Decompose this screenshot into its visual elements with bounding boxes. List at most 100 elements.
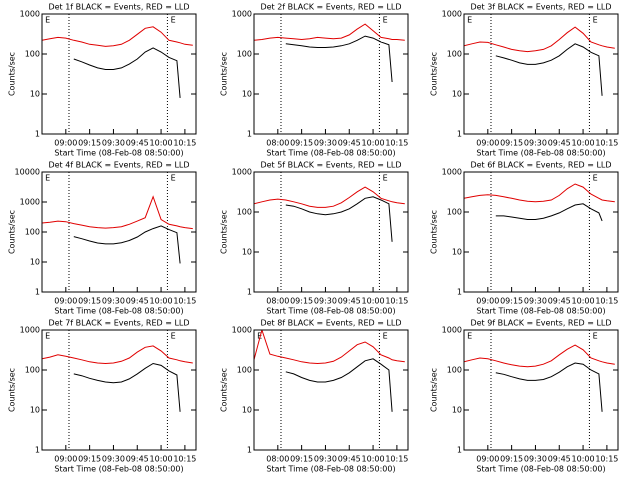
y-tick-label: 10000 (15, 168, 40, 177)
series-line (42, 26, 193, 47)
annotation: E (593, 174, 598, 183)
x-tick-label: 10:15 (595, 297, 618, 306)
x-tick-label: 09:30 (314, 297, 337, 306)
series-line (254, 186, 405, 208)
series-line (254, 330, 405, 365)
x-tick-label: 09:45 (126, 297, 149, 306)
x-tick-label: 09:00 (54, 139, 77, 148)
annotation: E (467, 332, 472, 341)
annotation: E (383, 174, 388, 183)
plot-frame (41, 329, 197, 451)
x-tick-label: 09:15 (500, 455, 523, 464)
chart-title: Det 2f BLACK = Events, RED = LLD (260, 3, 401, 12)
y-tick-label: 1 (457, 288, 462, 297)
x-tick-label: 09:15 (500, 139, 523, 148)
chart-title: Det 4f BLACK = Events, RED = LLD (48, 161, 189, 170)
y-tick-label: 1000 (442, 10, 462, 19)
series-line (495, 362, 603, 412)
x-tick-label: 10:15 (173, 297, 196, 306)
annotation: E (257, 332, 262, 341)
y-axis-label: Counts/sec (430, 52, 439, 96)
y-tick-label: 1000 (20, 326, 40, 335)
x-tick-label: 10:15 (595, 455, 618, 464)
y-tick-label: 100 (25, 50, 40, 59)
x-tick-label: 09:15 (290, 139, 313, 148)
y-axis-label: Counts/sec (220, 210, 229, 254)
y-tick-label: 1000 (442, 168, 462, 177)
x-tick-label: 09:15 (78, 139, 101, 148)
x-axis-label: Start Time (08-Feb-08 08:50:00) (266, 307, 395, 316)
y-tick-label: 1 (247, 446, 252, 455)
x-tick-label: 09:15 (78, 455, 101, 464)
series-line (495, 43, 603, 96)
annotation: E (467, 16, 472, 25)
y-tick-label: 10 (242, 248, 252, 257)
annotation: E (593, 332, 598, 341)
x-tick-label: 09:30 (314, 455, 337, 464)
chart-title: Det 9f BLACK = Events, RED = LLD (470, 319, 611, 328)
x-axis-label: Start Time (08-Feb-08 08:50:00) (266, 465, 395, 474)
chart-title: Det 8f BLACK = Events, RED = LLD (260, 319, 401, 328)
y-tick-label: 100 (237, 366, 252, 375)
x-tick-label: 09:00 (54, 455, 77, 464)
chart-title: Det 6f BLACK = Events, RED = LLD (470, 161, 611, 170)
y-tick-label: 100 (447, 366, 462, 375)
x-tick-label: 08:00 (266, 297, 289, 306)
x-axis-label: Start Time (08-Feb-08 08:50:00) (476, 149, 605, 158)
y-tick-label: 10 (30, 406, 40, 415)
y-tick-label: 100 (25, 228, 40, 237)
series-line (285, 358, 393, 412)
y-tick-label: 1 (457, 446, 462, 455)
series-line (42, 345, 193, 365)
x-tick-label: 08:00 (266, 455, 289, 464)
y-tick-label: 1000 (20, 10, 40, 19)
x-tick-label: 10:00 (150, 297, 173, 306)
y-tick-label: 1 (457, 130, 462, 139)
y-tick-label: 1 (247, 288, 252, 297)
series-line (73, 47, 181, 98)
y-tick-label: 10 (452, 90, 462, 99)
series-line (73, 362, 181, 412)
plot-frame (253, 171, 409, 293)
x-tick-label: 09:45 (338, 139, 361, 148)
x-tick-label: 10:15 (595, 139, 618, 148)
x-tick-label: 09:30 (102, 297, 125, 306)
x-axis-label: Start Time (08-Feb-08 08:50:00) (476, 307, 605, 316)
y-tick-label: 100 (447, 208, 462, 217)
y-tick-label: 1000 (232, 326, 252, 335)
y-tick-label: 1 (35, 288, 40, 297)
y-tick-label: 10 (242, 406, 252, 415)
x-tick-label: 09:15 (290, 455, 313, 464)
x-tick-label: 09:00 (54, 297, 77, 306)
y-tick-label: 10 (452, 406, 462, 415)
x-axis-label: Start Time (08-Feb-08 08:50:00) (54, 307, 183, 316)
y-axis-label: Counts/sec (8, 210, 17, 254)
y-tick-label: 10 (30, 258, 40, 267)
y-tick-label: 1000 (442, 326, 462, 335)
y-tick-label: 1000 (232, 10, 252, 19)
x-tick-label: 09:30 (314, 139, 337, 148)
chart-title: Det 1f BLACK = Events, RED = LLD (48, 3, 189, 12)
x-tick-label: 09:30 (524, 139, 547, 148)
annotation: E (45, 174, 50, 183)
chart-title: Det 7f BLACK = Events, RED = LLD (48, 319, 189, 328)
annotation: E (45, 332, 50, 341)
y-tick-label: 100 (237, 208, 252, 217)
series-line (464, 183, 615, 203)
y-axis-label: Counts/sec (8, 52, 17, 96)
annotation: E (593, 16, 598, 25)
x-tick-label: 10:15 (173, 139, 196, 148)
x-axis-label: Start Time (08-Feb-08 08:50:00) (476, 465, 605, 474)
x-tick-label: 09:15 (500, 297, 523, 306)
y-tick-label: 1 (35, 130, 40, 139)
x-tick-label: 10:15 (385, 139, 408, 148)
x-tick-label: 09:45 (338, 455, 361, 464)
x-tick-label: 09:45 (338, 297, 361, 306)
y-tick-label: 100 (237, 50, 252, 59)
x-tick-label: 09:00 (476, 139, 499, 148)
x-tick-label: 09:15 (290, 297, 313, 306)
x-tick-label: 10:00 (362, 455, 385, 464)
series-line (464, 344, 615, 368)
x-tick-label: 09:00 (476, 455, 499, 464)
